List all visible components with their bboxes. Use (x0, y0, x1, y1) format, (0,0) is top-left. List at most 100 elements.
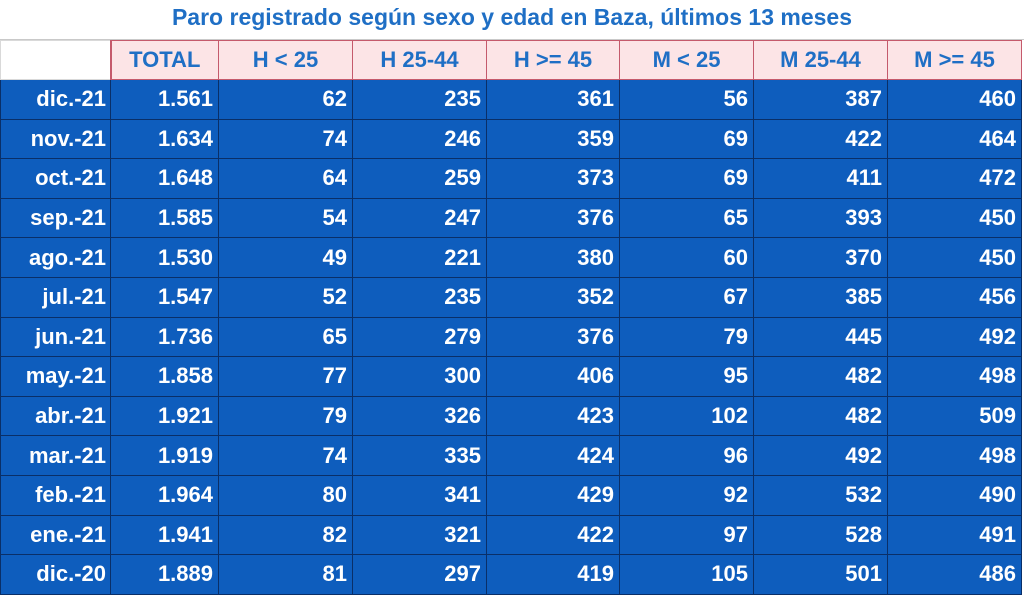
data-cell: 97 (619, 514, 754, 556)
data-cell: 96 (619, 435, 754, 476)
data-cell: 79 (218, 395, 353, 437)
data-cell: 80 (218, 474, 353, 516)
table-title: Paro registrado según sexo y edad en Baz… (171, 4, 853, 30)
data-cell: 429 (486, 474, 620, 516)
table-row: abr.-21 1.921 79 326 423 102 482 509 (0, 395, 1022, 437)
data-cell: 1.919 (110, 435, 219, 476)
row-label: jul.-21 (0, 276, 111, 318)
data-cell: 380 (486, 237, 620, 278)
data-cell: 359 (486, 118, 620, 160)
data-cell: 376 (486, 197, 620, 239)
data-cell: 279 (352, 316, 487, 358)
data-cell: 472 (887, 158, 1022, 199)
data-table: TOTAL H < 25 H 25-44 H >= 45 M < 25 M 25… (0, 40, 1022, 595)
data-cell: 422 (753, 118, 888, 160)
data-cell: 335 (352, 435, 487, 476)
data-cell: 102 (619, 395, 754, 437)
data-cell: 423 (486, 395, 620, 437)
row-label: abr.-21 (0, 395, 111, 437)
data-cell: 297 (352, 554, 487, 595)
data-cell: 65 (619, 197, 754, 239)
data-cell: 490 (887, 474, 1022, 516)
table-row: sep.-21 1.585 54 247 376 65 393 450 (0, 197, 1022, 239)
data-cell: 74 (218, 118, 353, 160)
row-label: ene.-21 (0, 514, 111, 556)
row-label: nov.-21 (0, 118, 111, 160)
header-row: TOTAL H < 25 H 25-44 H >= 45 M < 25 M 25… (0, 40, 1022, 80)
data-cell: 532 (753, 474, 888, 516)
data-cell: 1.585 (110, 197, 219, 239)
data-cell: 300 (352, 356, 487, 397)
table-row: nov.-21 1.634 74 246 359 69 422 464 (0, 118, 1022, 160)
data-cell: 492 (753, 435, 888, 476)
data-cell: 95 (619, 356, 754, 397)
data-cell: 1.889 (110, 554, 219, 595)
data-cell: 92 (619, 474, 754, 516)
data-cell: 406 (486, 356, 620, 397)
row-label: mar.-21 (0, 435, 111, 476)
data-cell: 450 (887, 197, 1022, 239)
data-cell: 82 (218, 514, 353, 556)
column-header: H 25-44 (352, 40, 487, 80)
data-cell: 393 (753, 197, 888, 239)
data-cell: 509 (887, 395, 1022, 437)
row-label: dic.-20 (0, 554, 111, 595)
data-cell: 326 (352, 395, 487, 437)
table-row: dic.-20 1.889 81 297 419 105 501 486 (0, 554, 1022, 595)
data-cell: 67 (619, 276, 754, 318)
data-cell: 64 (218, 158, 353, 199)
data-cell: 74 (218, 435, 353, 476)
data-cell: 482 (753, 395, 888, 437)
data-cell: 501 (753, 554, 888, 595)
corner-cell (0, 40, 112, 80)
row-label: jun.-21 (0, 316, 111, 358)
data-cell: 373 (486, 158, 620, 199)
data-cell: 1.941 (110, 514, 219, 556)
data-cell: 247 (352, 197, 487, 239)
data-cell: 460 (887, 79, 1022, 120)
data-cell: 445 (753, 316, 888, 358)
data-cell: 81 (218, 554, 353, 595)
data-cell: 246 (352, 118, 487, 160)
data-cell: 77 (218, 356, 353, 397)
data-cell: 49 (218, 237, 353, 278)
table-row: feb.-21 1.964 80 341 429 92 532 490 (0, 474, 1022, 516)
data-cell: 1.648 (110, 158, 219, 199)
column-header: TOTAL (110, 40, 219, 80)
data-cell: 422 (486, 514, 620, 556)
title-row: Paro registrado según sexo y edad en Baz… (0, 0, 1024, 40)
data-cell: 1.858 (110, 356, 219, 397)
data-cell: 352 (486, 276, 620, 318)
data-cell: 341 (352, 474, 487, 516)
data-cell: 419 (486, 554, 620, 595)
data-cell: 498 (887, 435, 1022, 476)
data-cell: 1.921 (110, 395, 219, 437)
row-label: may.-21 (0, 356, 111, 397)
data-cell: 221 (352, 237, 487, 278)
data-cell: 52 (218, 276, 353, 318)
table-row: oct.-21 1.648 64 259 373 69 411 472 (0, 158, 1022, 199)
data-cell: 498 (887, 356, 1022, 397)
row-label: oct.-21 (0, 158, 111, 199)
data-cell: 65 (218, 316, 353, 358)
column-header: H < 25 (218, 40, 353, 80)
data-cell: 361 (486, 79, 620, 120)
data-cell: 376 (486, 316, 620, 358)
data-cell: 60 (619, 237, 754, 278)
data-cell: 450 (887, 237, 1022, 278)
data-cell: 54 (218, 197, 353, 239)
data-cell: 62 (218, 79, 353, 120)
data-cell: 456 (887, 276, 1022, 318)
column-header: H >= 45 (486, 40, 620, 80)
data-cell: 385 (753, 276, 888, 318)
row-label: ago.-21 (0, 237, 111, 278)
data-cell: 528 (753, 514, 888, 556)
data-cell: 387 (753, 79, 888, 120)
data-cell: 79 (619, 316, 754, 358)
data-cell: 486 (887, 554, 1022, 595)
table-row: ene.-21 1.941 82 321 422 97 528 491 (0, 514, 1022, 556)
table-row: ago.-21 1.530 49 221 380 60 370 450 (0, 237, 1022, 278)
data-cell: 69 (619, 118, 754, 160)
data-cell: 424 (486, 435, 620, 476)
